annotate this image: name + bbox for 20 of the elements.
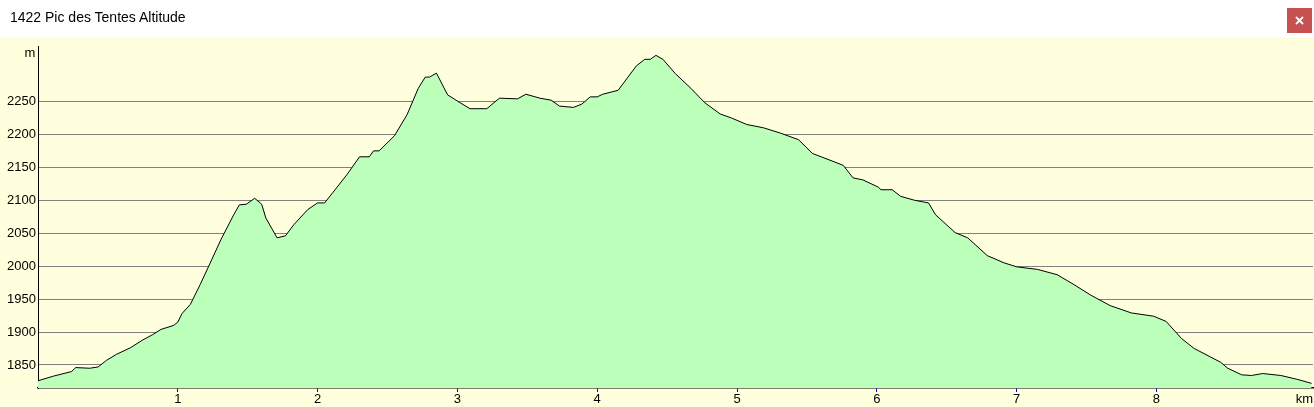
x-tick-label: 7 [1013,391,1021,407]
y-axis-title: m [24,44,36,60]
x-tick-label: 3 [453,391,462,407]
y-tick-label: 2050 [7,224,36,240]
y-tick-label: 2150 [7,158,36,174]
y-tick-label: 2100 [7,191,36,207]
x-axis-title: km [1295,390,1313,406]
x-tick-label: 8 [1152,391,1161,407]
x-tick-label: 5 [733,391,741,407]
y-tick-label: 2250 [7,93,36,109]
y-tick-label: 1850 [7,356,36,372]
x-tick-label: 1 [174,391,182,407]
y-tick-label: 2000 [7,257,36,273]
x-tick-label: 4 [593,391,601,407]
x-tick-label: 6 [873,391,881,407]
y-tick-label: 2200 [7,125,36,141]
chart-title: 1422 Pic des Tentes Altitude [10,9,186,25]
y-tick-label: 1900 [7,323,36,339]
x-tick-label: 2 [313,391,322,407]
y-tick-label: 1950 [7,290,36,306]
